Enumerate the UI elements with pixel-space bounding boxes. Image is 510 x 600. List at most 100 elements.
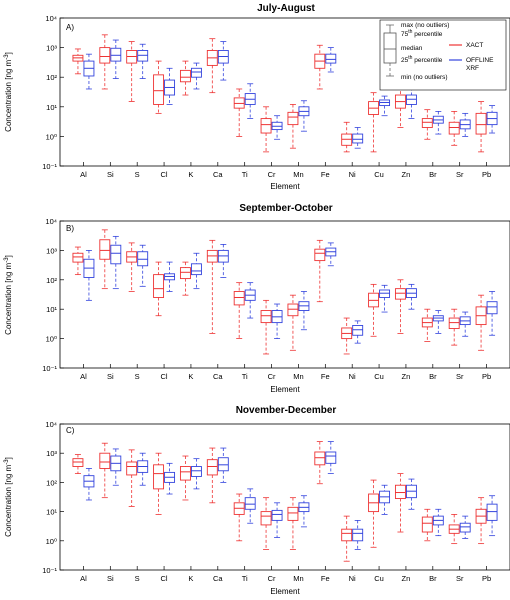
xact-box-zn <box>394 85 406 128</box>
legend-p25: 25th percentile <box>401 55 443 64</box>
legend-offline-1: OFFLINE <box>466 57 494 64</box>
xact-box-al <box>72 454 84 475</box>
offline-box-zn <box>405 478 417 510</box>
xact-box-ti <box>233 493 245 542</box>
xact-box-ca <box>206 239 218 334</box>
offline-box-mn <box>298 100 310 132</box>
x-tick-label: Fe <box>321 372 330 381</box>
y-tick-label: 10⁰ <box>46 335 57 344</box>
x-tick-label: Cu <box>374 574 384 583</box>
x-tick-label: Ni <box>349 574 356 583</box>
offline-box-si <box>110 235 122 290</box>
offline-box-al <box>83 468 95 501</box>
x-tick-label: Al <box>80 372 87 381</box>
panel-label: C) <box>66 426 75 435</box>
offline-box-br <box>432 110 444 135</box>
x-tick-label: Zn <box>402 372 411 381</box>
offline-box-ti <box>244 488 256 524</box>
offline-box-fe <box>325 441 337 475</box>
panel-title: July-August <box>257 3 315 14</box>
y-tick-label: 10⁻¹ <box>42 566 57 575</box>
panel-title: September-October <box>239 203 332 214</box>
x-tick-label: Cl <box>161 170 168 179</box>
x-tick-label: S <box>135 574 140 583</box>
offline-box-s <box>137 43 149 79</box>
offline-box-cr <box>271 303 283 340</box>
xact-box-cu <box>368 479 380 548</box>
xact-box-br <box>421 109 433 140</box>
offline-box-sr <box>459 515 471 539</box>
offline-box-cl <box>164 462 176 495</box>
offline-box-br <box>432 508 444 537</box>
xact-box-si <box>99 229 111 290</box>
offline-box-k <box>190 458 202 490</box>
xact-box-cr <box>260 497 272 550</box>
xact-box-pb <box>475 101 487 153</box>
x-axis-label: Element <box>270 182 300 191</box>
offline-box-ni <box>352 519 364 550</box>
x-tick-label: Si <box>107 372 114 381</box>
x-tick-label: Pb <box>482 170 491 179</box>
legend-p75: 75th percentile <box>401 29 443 38</box>
offline-box-ni <box>352 127 364 149</box>
x-axis-label: Element <box>270 385 300 394</box>
xact-box-k <box>179 455 191 501</box>
offline-box-pb <box>486 495 498 537</box>
x-tick-label: Ca <box>213 170 223 179</box>
y-tick-label: 10⁴ <box>45 14 57 23</box>
offline-box-fe <box>325 242 337 267</box>
y-tick-label: 10³ <box>46 44 57 53</box>
y-tick-label: 10³ <box>46 246 57 255</box>
offline-box-al <box>83 249 95 301</box>
x-tick-label: S <box>135 372 140 381</box>
x-tick-label: Cu <box>374 170 384 179</box>
xact-box-ti <box>233 282 245 340</box>
offline-box-zn <box>405 87 417 119</box>
xact-box-sr <box>448 308 460 346</box>
x-tick-label: Al <box>80 170 87 179</box>
offline-box-s <box>137 452 149 486</box>
y-tick-label: 10³ <box>46 449 57 458</box>
x-tick-label: Cr <box>268 372 276 381</box>
xact-box-zn <box>394 279 406 334</box>
offline-box-k <box>190 62 202 90</box>
x-tick-label: K <box>188 372 193 381</box>
x-tick-label: Sr <box>456 170 464 179</box>
panel-title: November-December <box>236 405 337 416</box>
y-tick-label: 10² <box>46 73 57 82</box>
x-tick-label: Sr <box>456 574 464 583</box>
x-tick-label: Pb <box>482 574 491 583</box>
xact-box-k <box>179 261 191 296</box>
offline-box-cr <box>271 115 283 140</box>
x-tick-label: Fe <box>321 574 330 583</box>
xact-box-al <box>72 246 84 276</box>
offline-box-ca <box>217 41 229 81</box>
xact-box-mn <box>287 294 299 351</box>
x-tick-label: Cl <box>161 372 168 381</box>
xact-box-k <box>179 60 191 96</box>
offline-box-cl <box>164 261 176 292</box>
xact-box-zn <box>394 473 406 533</box>
x-tick-label: Al <box>80 574 87 583</box>
xact-box-pb <box>475 497 487 545</box>
offline-box-ca <box>217 447 229 483</box>
x-tick-label: Br <box>429 574 437 583</box>
x-tick-label: Ti <box>242 372 248 381</box>
offline-box-fe <box>325 47 337 73</box>
x-tick-label: Cl <box>161 574 168 583</box>
xact-box-br <box>421 308 433 342</box>
x-tick-label: Zn <box>402 574 411 583</box>
y-axis-label: Concentration [ng m-3] <box>4 457 13 537</box>
x-tick-label: K <box>188 574 193 583</box>
offline-box-s <box>137 244 149 287</box>
legend-offline-2: XRF <box>466 65 479 72</box>
x-tick-label: Mn <box>293 574 303 583</box>
x-tick-label: Br <box>429 372 437 381</box>
offline-box-cl <box>164 67 176 105</box>
legend-box <box>379 19 507 91</box>
offline-box-ni <box>352 320 364 344</box>
xact-box-cu <box>368 92 380 153</box>
xact-box-ca <box>206 38 218 94</box>
y-tick-label: 10¹ <box>46 305 57 314</box>
offline-box-pb <box>486 291 498 336</box>
